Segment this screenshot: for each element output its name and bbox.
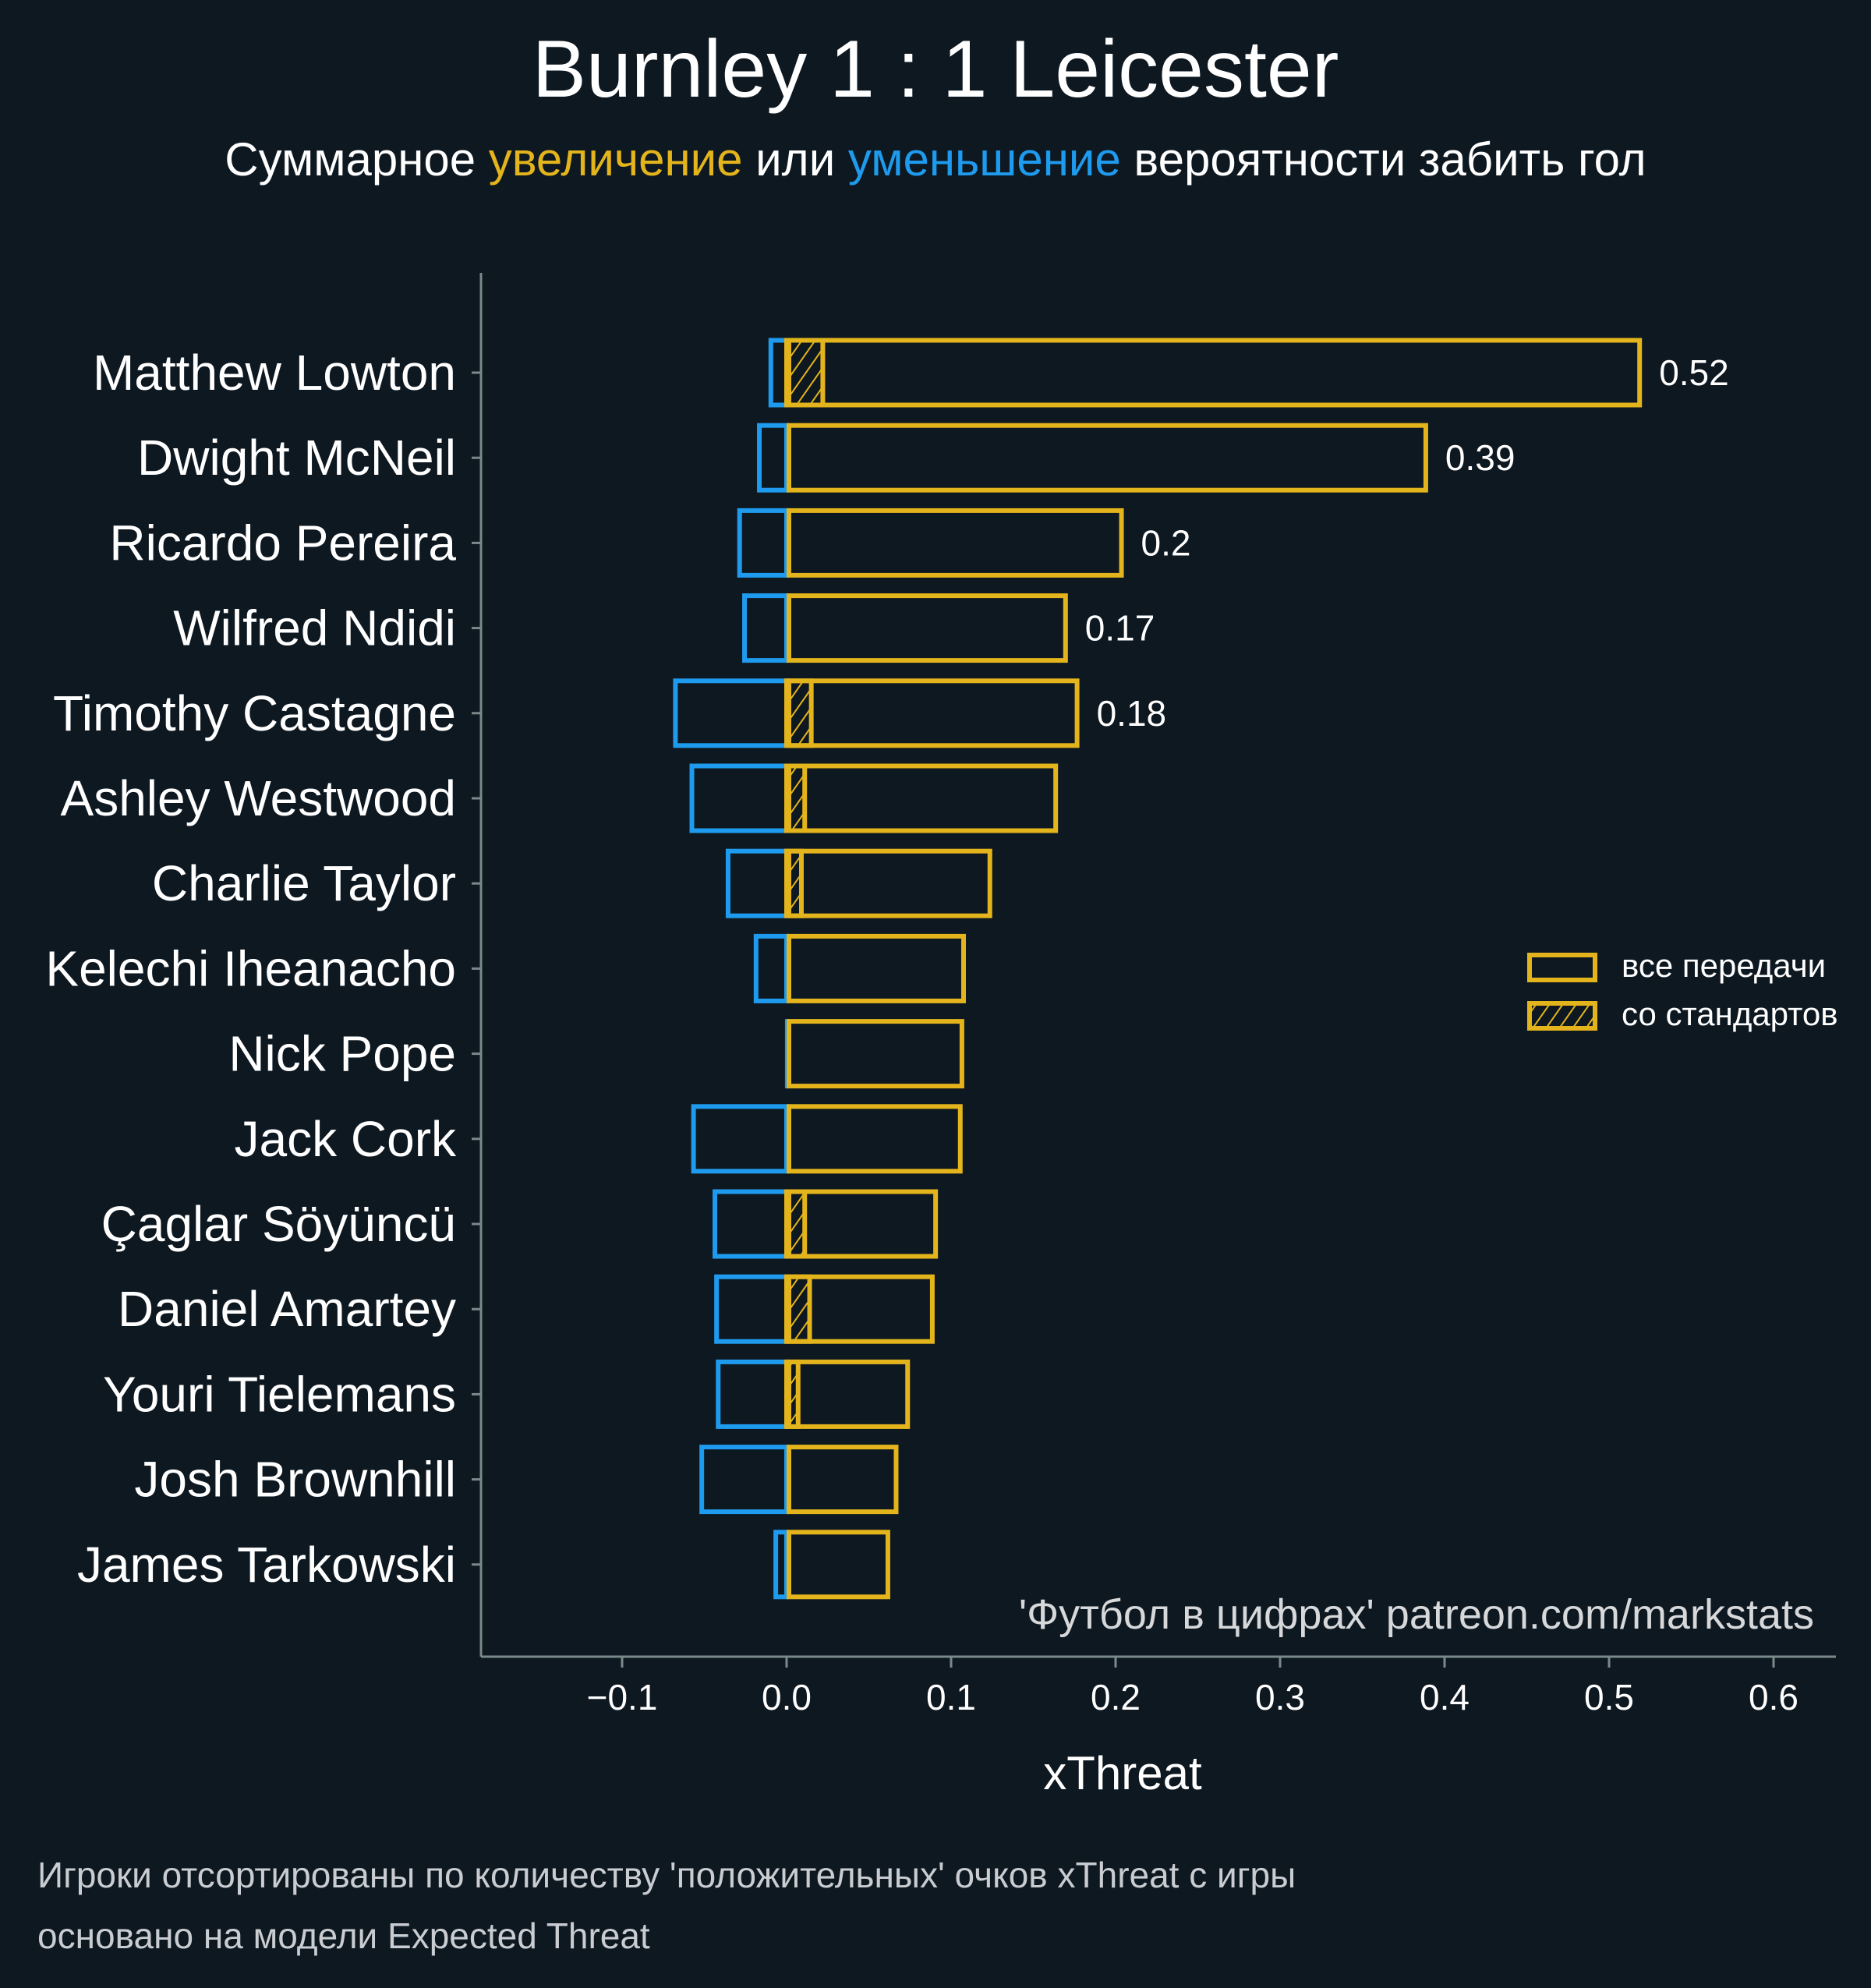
player-label: Kelechi Iheanacho: [45, 940, 456, 996]
subtitle-decrease-word: уменьшение: [847, 133, 1121, 186]
x-tick-label: −0.1: [587, 1677, 658, 1717]
legend-label: все передачи: [1622, 947, 1826, 984]
negative-bar: [753, 933, 789, 1003]
player-label: Josh Brownhill: [134, 1452, 456, 1508]
player-label: Youri Tielemans: [103, 1366, 456, 1422]
positive-bar: [787, 338, 1643, 408]
player-label: Çaglar Söyüncü: [101, 1196, 456, 1252]
data-label: 0.39: [1445, 437, 1516, 478]
negative-bar: [716, 1359, 790, 1429]
data-label: 0.18: [1097, 693, 1167, 734]
legend-label: со стандартов: [1622, 996, 1838, 1032]
positive-bar: [787, 1445, 899, 1515]
x-tick-label: 0.2: [1091, 1677, 1141, 1717]
legend-swatch-outline: [1527, 953, 1597, 982]
negative-bar: [691, 1104, 789, 1174]
negative-bar: [689, 763, 790, 833]
positive-bar: [787, 1359, 911, 1429]
positive-bar: [787, 848, 992, 918]
x-tick-label: 0.4: [1420, 1677, 1470, 1717]
x-tick-label: 0.6: [1749, 1677, 1798, 1717]
player-label: Charlie Taylor: [152, 855, 456, 911]
bars: [673, 338, 1643, 1600]
positive-bar: [787, 678, 1080, 748]
positive-bar: [787, 1019, 964, 1089]
player-label: Timothy Castagne: [53, 685, 456, 741]
player-label: Daniel Amartey: [118, 1281, 456, 1337]
negative-bar: [773, 1530, 789, 1600]
negative-bar: [714, 1274, 789, 1344]
x-ticks: −0.1 0.0 0.1 0.2 0.3 0.4 0.5 0.6: [587, 1657, 1798, 1717]
negative-bar: [737, 508, 790, 578]
x-tick-label: 0.1: [926, 1677, 976, 1717]
player-label: Ashley Westwood: [61, 770, 457, 826]
negative-bar: [699, 1445, 789, 1515]
player-label: Jack Cork: [235, 1111, 458, 1167]
player-label: Ricardo Pereira: [109, 515, 456, 571]
x-axis-label: xThreat: [1043, 1747, 1202, 1799]
player-label: James Tarkowski: [77, 1537, 456, 1593]
x-tick-label: 0.0: [762, 1677, 812, 1717]
footer-note-sorting: Игроки отсортированы по количеству 'поло…: [37, 1855, 1296, 1895]
negative-bar: [757, 423, 790, 493]
subtitle-prefix: Суммарное: [225, 133, 489, 186]
positive-bar: [787, 1530, 890, 1600]
positive-bar: [787, 933, 966, 1003]
player-labels: Matthew Lowton Dwight McNeil Ricardo Perei…: [45, 345, 481, 1593]
data-label: 0.52: [1659, 352, 1729, 393]
legend-swatch-hatched: [1527, 1001, 1597, 1031]
positive-bar: [787, 593, 1068, 663]
positive-bar: [787, 1274, 935, 1344]
player-label: Wilfred Ndidi: [173, 600, 456, 656]
player-label: Nick Pope: [228, 1026, 456, 1082]
positive-bar: [787, 1104, 963, 1174]
negative-bar: [742, 593, 790, 663]
data-labels: 0.52 0.39 0.2 0.17 0.18: [1085, 352, 1729, 734]
legend: все передачи со стандартов: [1527, 947, 1838, 1032]
positive-bar: [787, 763, 1059, 833]
x-tick-label: 0.3: [1255, 1677, 1305, 1717]
positive-bar: [787, 508, 1124, 578]
data-label: 0.2: [1141, 522, 1191, 563]
chart-subtitle: Суммарное увеличение или уменьшение веро…: [0, 133, 1871, 186]
negative-bar: [725, 848, 789, 918]
negative-bar: [673, 678, 789, 748]
watermark: 'Футбол в цифрах' patreon.com/markstats: [1018, 1591, 1814, 1638]
footer-note-model: основано на модели Expected Threat: [37, 1915, 650, 1956]
player-label: Matthew Lowton: [93, 345, 456, 401]
positive-bar: [787, 423, 1428, 493]
player-label: Dwight McNeil: [137, 430, 456, 486]
positive-bar: [787, 1189, 939, 1259]
set-piece-bar: [784, 338, 826, 408]
subtitle-increase-word: увеличение: [488, 133, 743, 186]
subtitle-suffix: вероятности забить гол: [1120, 133, 1646, 186]
chart-title: Burnley 1 : 1 Leicester: [532, 24, 1339, 115]
data-label: 0.17: [1085, 608, 1155, 649]
x-tick-label: 0.5: [1584, 1677, 1634, 1717]
subtitle-middle: или: [742, 133, 848, 186]
negative-bar: [768, 338, 789, 408]
negative-bar: [713, 1189, 789, 1259]
